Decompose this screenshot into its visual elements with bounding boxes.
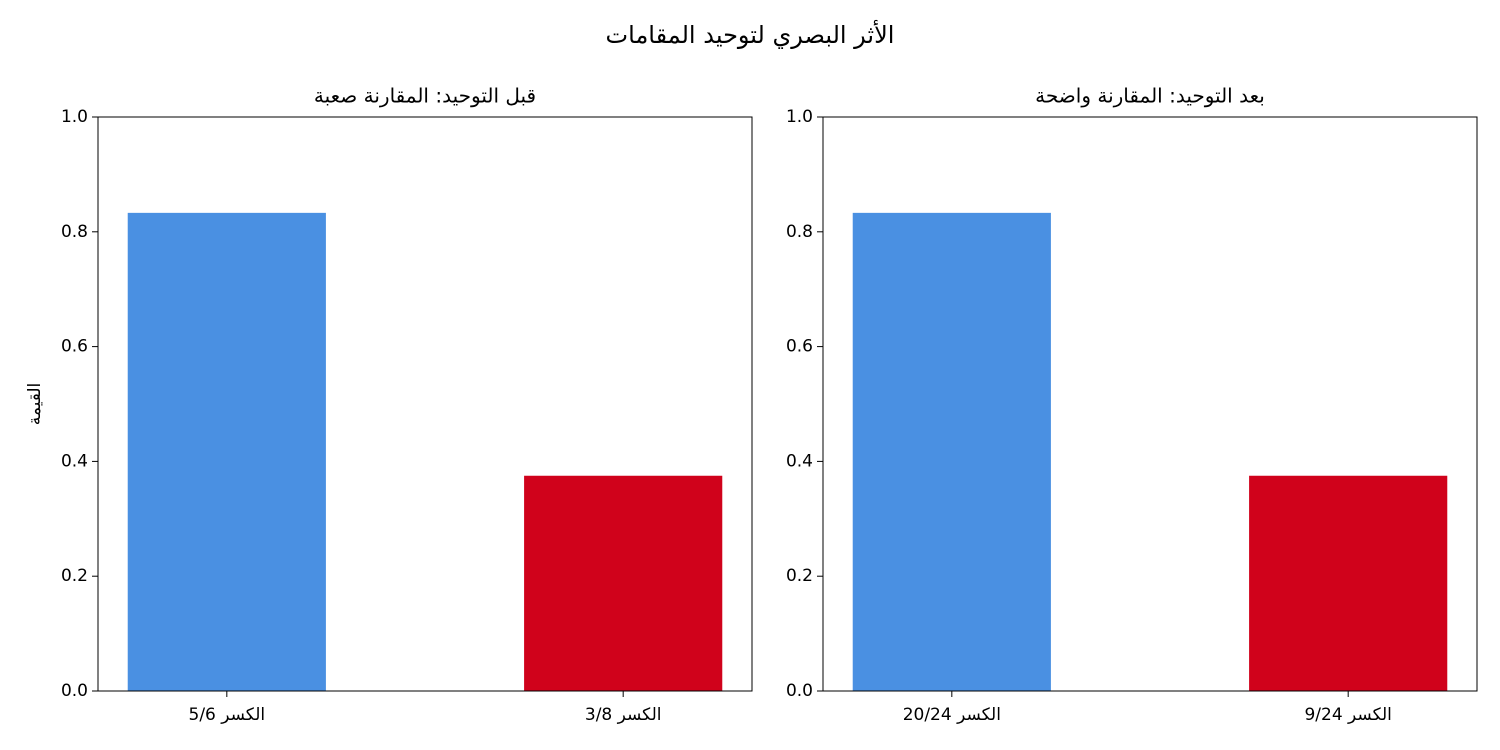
x-tick-label: الكسر 3/8 <box>585 705 662 725</box>
axes-frame <box>97 116 753 692</box>
x-tick-label: الكسر 5/6 <box>189 705 266 725</box>
bar <box>1249 475 1448 691</box>
axes-title: قبل التوحيد: المقارنة صعبة <box>314 84 536 108</box>
y-tick-label: 0.0 <box>61 681 88 701</box>
y-tick-label: 0.4 <box>61 451 88 471</box>
bar <box>127 212 326 691</box>
y-tick-label: 0.4 <box>786 451 813 471</box>
axes-frame <box>822 116 1478 692</box>
bar <box>852 212 1051 691</box>
y-tick-label: 0.6 <box>61 337 88 357</box>
y-tick-label: 1.0 <box>61 107 88 127</box>
y-tick-label: 0.8 <box>61 222 88 242</box>
y-axis-label: القيمة <box>25 383 45 426</box>
x-tick-label: الكسر 9/24 <box>1304 705 1391 725</box>
y-tick-label: 0.6 <box>786 337 813 357</box>
figure-title: الأثر البصري لتوحيد المقامات <box>606 20 895 49</box>
x-tick-label: الكسر 20/24 <box>903 705 1001 725</box>
y-tick-label: 0.2 <box>61 566 88 586</box>
y-tick-label: 0.0 <box>786 681 813 701</box>
bar <box>524 475 723 691</box>
axes-title: بعد التوحيد: المقارنة واضحة <box>1035 84 1265 108</box>
y-tick-label: 0.8 <box>786 222 813 242</box>
y-tick-label: 1.0 <box>786 107 813 127</box>
y-tick-label: 0.2 <box>786 566 813 586</box>
